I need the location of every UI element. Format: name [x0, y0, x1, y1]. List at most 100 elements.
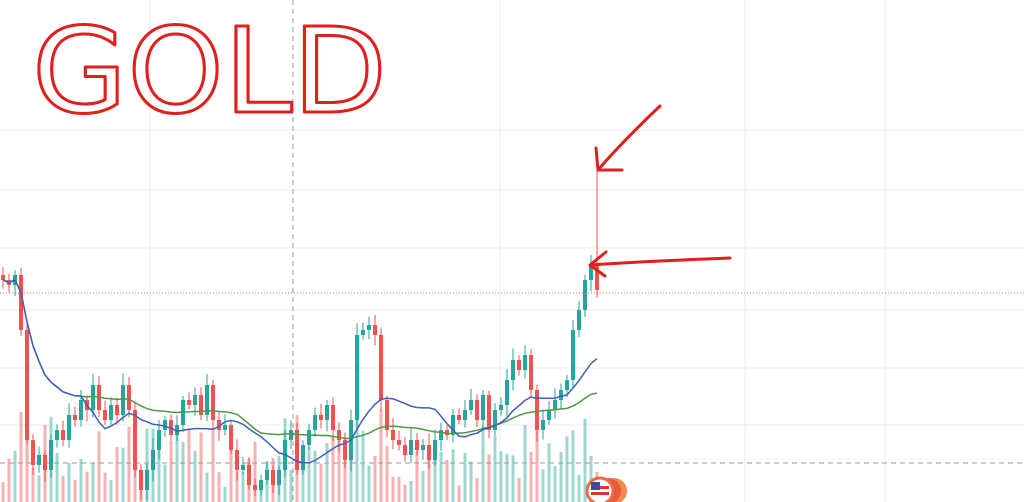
volume-bar	[397, 476, 401, 502]
candle-body	[319, 415, 323, 420]
candle-body	[487, 395, 491, 430]
candle-body	[565, 380, 569, 390]
volume-bar	[301, 465, 305, 502]
candle-body	[79, 400, 83, 420]
candles	[1, 170, 599, 501]
candle-body	[307, 430, 311, 445]
volume-bar	[193, 450, 197, 502]
gold-handwritten-label: GOLD	[32, 2, 387, 140]
volume-bar	[451, 449, 455, 502]
candle-body	[469, 400, 473, 410]
arrow-diagonal-icon	[594, 104, 662, 172]
volume-bar	[559, 451, 563, 502]
volume-bar	[25, 396, 29, 502]
volume-bar	[217, 472, 221, 502]
candle-body	[43, 455, 47, 470]
volume-bar	[79, 458, 83, 502]
candle-body	[73, 415, 77, 420]
candle-body	[493, 410, 497, 430]
candle-body	[103, 410, 107, 420]
volume-bar	[367, 465, 371, 502]
candle-body	[445, 430, 449, 435]
volume-bar	[487, 454, 491, 502]
candle-body	[121, 385, 125, 415]
volume-bar	[31, 467, 35, 502]
candle-body	[595, 265, 599, 290]
volume-bar	[457, 485, 461, 502]
candle-body	[325, 405, 329, 420]
volume-bar	[253, 441, 257, 502]
volume-bar	[115, 447, 119, 502]
volume-bar	[535, 430, 539, 502]
candle-body	[109, 405, 113, 420]
volume-bar	[199, 432, 203, 502]
volume-bar	[511, 455, 515, 502]
candle-body	[397, 440, 401, 445]
candle-body	[175, 425, 179, 435]
volume-bar	[19, 412, 23, 502]
candle-body	[535, 390, 539, 430]
volume-bar	[67, 463, 71, 502]
candle-body	[577, 310, 581, 330]
volume-bar	[241, 472, 245, 502]
candle-body	[337, 430, 341, 440]
volume-bar	[517, 477, 521, 502]
volume-bar	[229, 444, 233, 502]
candle-body	[571, 330, 575, 380]
candle-body	[223, 425, 227, 430]
volume-bar	[235, 471, 239, 502]
volume-bar	[541, 469, 545, 502]
volume-bar	[475, 478, 479, 502]
candle-body	[1, 275, 5, 280]
volume-bar	[331, 436, 335, 502]
volume-bar	[445, 459, 449, 502]
candle-body	[559, 390, 563, 400]
volume-bar	[289, 469, 293, 502]
candle-body	[391, 430, 395, 440]
hand-drawn-annotations: GOLD	[31, 1, 732, 278]
candle-body	[481, 395, 485, 420]
volume-bar	[583, 418, 587, 502]
moving-average-slow-line	[2, 279, 598, 440]
candle-body	[331, 405, 335, 430]
candle-body	[589, 265, 593, 280]
candle-body	[187, 400, 191, 405]
volume-bar	[61, 475, 65, 502]
volume-bar	[523, 425, 527, 502]
volume-bar	[505, 454, 509, 502]
volume-bar	[355, 391, 359, 502]
volume-bar	[361, 430, 365, 502]
candle-body	[511, 360, 515, 380]
candle-body	[547, 410, 551, 420]
volume-bar	[13, 450, 17, 502]
volume-bar	[571, 430, 575, 502]
candle-body	[457, 415, 461, 420]
candle-body	[277, 470, 281, 485]
volume-bar	[187, 429, 191, 502]
candle-body	[199, 395, 203, 415]
candle-body	[55, 430, 59, 440]
volume-bar	[313, 450, 317, 502]
candle-body	[451, 415, 455, 435]
volume-bar	[157, 446, 161, 502]
candle-body	[475, 400, 479, 420]
volume-bar	[1, 482, 5, 502]
candle-body	[421, 445, 425, 450]
volume-bar	[97, 431, 101, 502]
candle-body	[163, 420, 167, 430]
candle-body	[265, 470, 269, 480]
candle-body	[313, 415, 317, 430]
candle-body	[19, 275, 23, 330]
candle-body	[217, 420, 221, 430]
volume-bar	[481, 425, 485, 502]
candle-body	[229, 425, 233, 450]
volume-bar	[493, 436, 497, 502]
candle-body	[385, 400, 389, 430]
candle-body	[295, 430, 299, 470]
candle-body	[529, 355, 533, 390]
candle-body	[235, 450, 239, 470]
volume-bar	[127, 426, 131, 502]
volume-bar	[439, 451, 443, 502]
us-flag-icon[interactable]	[585, 476, 627, 502]
